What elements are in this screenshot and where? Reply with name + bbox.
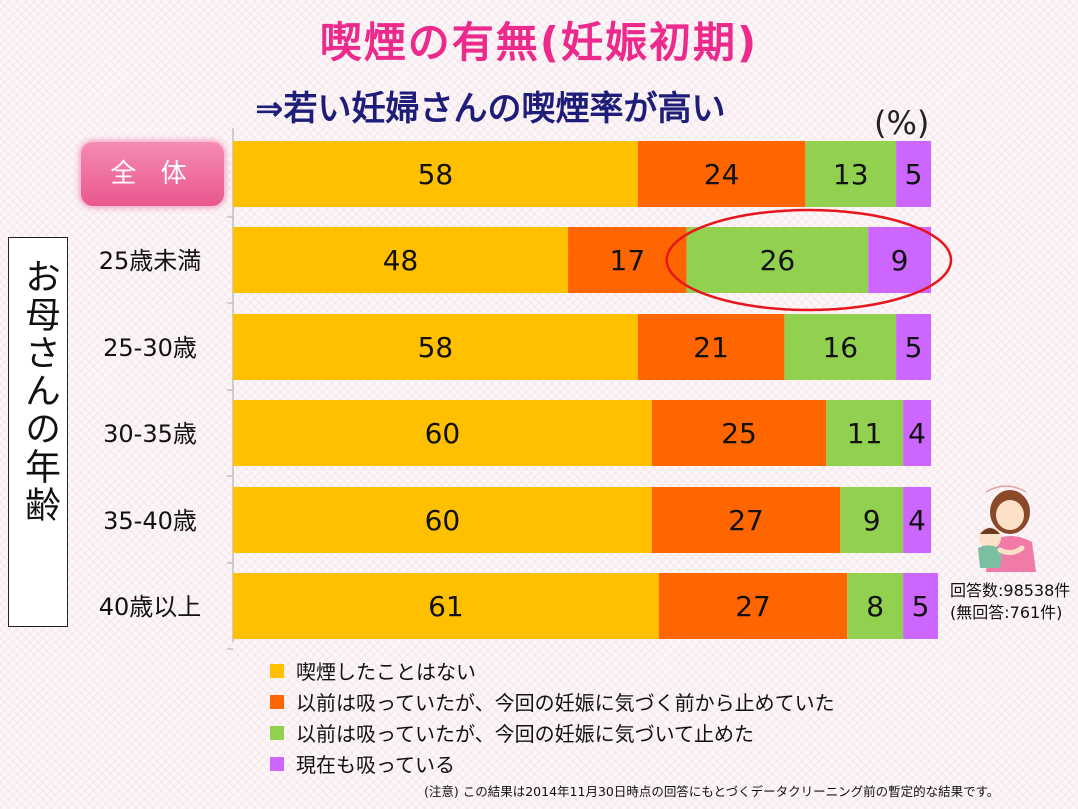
legend-item: 喫煙したことはない xyxy=(270,655,835,686)
legend-swatch xyxy=(270,725,284,740)
data-label: 21 xyxy=(693,331,729,364)
category-label-all: 全 体 xyxy=(79,140,226,208)
legend-item: 現在も吸っている xyxy=(270,748,835,779)
page-title: 喫煙の有無(妊娠初期) xyxy=(319,18,759,67)
footnote: (注意) この結果は2014年11月30日時点の回答にもとづくデータクリーニング… xyxy=(424,784,1000,799)
data-label: 27 xyxy=(735,590,771,623)
axis-title-box: お母さんの年齢 xyxy=(8,237,68,627)
legend-swatch xyxy=(270,663,284,678)
data-label: 9 xyxy=(891,244,909,277)
legend-swatch xyxy=(270,694,284,709)
legend-label: 以前は吸っていたが、今回の妊娠に気づいて止めた xyxy=(296,722,754,746)
bar-segment xyxy=(637,141,806,207)
category-label-35-40: 35-40歳 xyxy=(103,507,197,535)
data-label: 11 xyxy=(847,417,883,450)
bar-segment xyxy=(903,573,938,639)
legend: 喫煙したことはない 以前は吸っていたが、今回の妊娠に気づく前から止めていた 以前… xyxy=(270,655,835,779)
bar-segment xyxy=(233,487,652,553)
data-label: 16 xyxy=(822,331,858,364)
bar-segment xyxy=(840,487,904,553)
page-subtitle: ⇒若い妊婦さんの喫煙率が高い xyxy=(255,89,726,129)
data-label: 26 xyxy=(760,244,796,277)
legend-item: 以前は吸っていたが、今回の妊娠に気づく前から止めていた xyxy=(270,686,835,717)
highlight-ellipse xyxy=(665,208,953,312)
data-label: 9 xyxy=(863,504,881,537)
response-note: 回答数:98538件 (無回答:761件) xyxy=(950,580,1070,624)
data-label: 4 xyxy=(908,417,926,450)
bar-segment xyxy=(233,573,659,639)
data-label: 5 xyxy=(905,331,923,364)
bar-segment xyxy=(903,400,931,466)
no-answer-count: (無回答:761件) xyxy=(950,603,1063,622)
legend-item: 以前は吸っていたが、今回の妊娠に気づいて止めた xyxy=(270,717,835,748)
data-label: 58 xyxy=(418,331,454,364)
bar-segment xyxy=(637,314,785,380)
data-label: 13 xyxy=(833,158,869,191)
data-label: 4 xyxy=(908,504,926,537)
bar-segment xyxy=(868,227,931,293)
legend-swatch xyxy=(270,756,284,771)
category-label-40-plus: 40歳以上 xyxy=(98,593,202,621)
bar-segment xyxy=(686,227,869,293)
bar-segment xyxy=(233,314,638,380)
axis-title: お母さんの年齢 xyxy=(19,258,60,524)
data-label: 17 xyxy=(610,244,646,277)
data-label: 60 xyxy=(425,504,461,537)
data-label: 58 xyxy=(418,158,454,191)
bar-segment xyxy=(233,227,569,293)
legend-label: 喫煙したことはない xyxy=(296,660,476,684)
data-label: 24 xyxy=(704,158,740,191)
bar-segment xyxy=(805,141,897,207)
bar-segment xyxy=(233,141,638,207)
bar-segment xyxy=(896,314,931,380)
bar-segment xyxy=(826,400,904,466)
category-label-under-25: 25歳未満 xyxy=(98,247,202,275)
bar-segment xyxy=(658,573,848,639)
data-label: 25 xyxy=(721,417,757,450)
bar-segment xyxy=(903,487,931,553)
bar-segment xyxy=(233,400,652,466)
bar-segment xyxy=(651,400,827,466)
legend-label: 以前は吸っていたが、今回の妊娠に気づく前から止めていた xyxy=(296,691,835,715)
mother-holding-baby-icon xyxy=(978,485,1036,572)
unit-label: (%) xyxy=(874,104,930,142)
data-label: 5 xyxy=(912,590,930,623)
data-label: 8 xyxy=(866,590,884,623)
bar-segment xyxy=(896,141,931,207)
legend-label: 現在も吸っている xyxy=(296,753,455,777)
data-label: 60 xyxy=(425,417,461,450)
bar-segment xyxy=(784,314,897,380)
data-label: 61 xyxy=(428,590,464,623)
response-count: 回答数:98538件 xyxy=(950,581,1071,600)
bar-segment xyxy=(651,487,841,553)
category-label-25-30: 25-30歳 xyxy=(103,334,197,362)
data-label: 48 xyxy=(383,244,419,277)
data-label: 5 xyxy=(905,158,923,191)
category-label-30-35: 30-35歳 xyxy=(103,420,197,448)
bar-segment xyxy=(847,573,904,639)
data-label: 27 xyxy=(728,504,764,537)
